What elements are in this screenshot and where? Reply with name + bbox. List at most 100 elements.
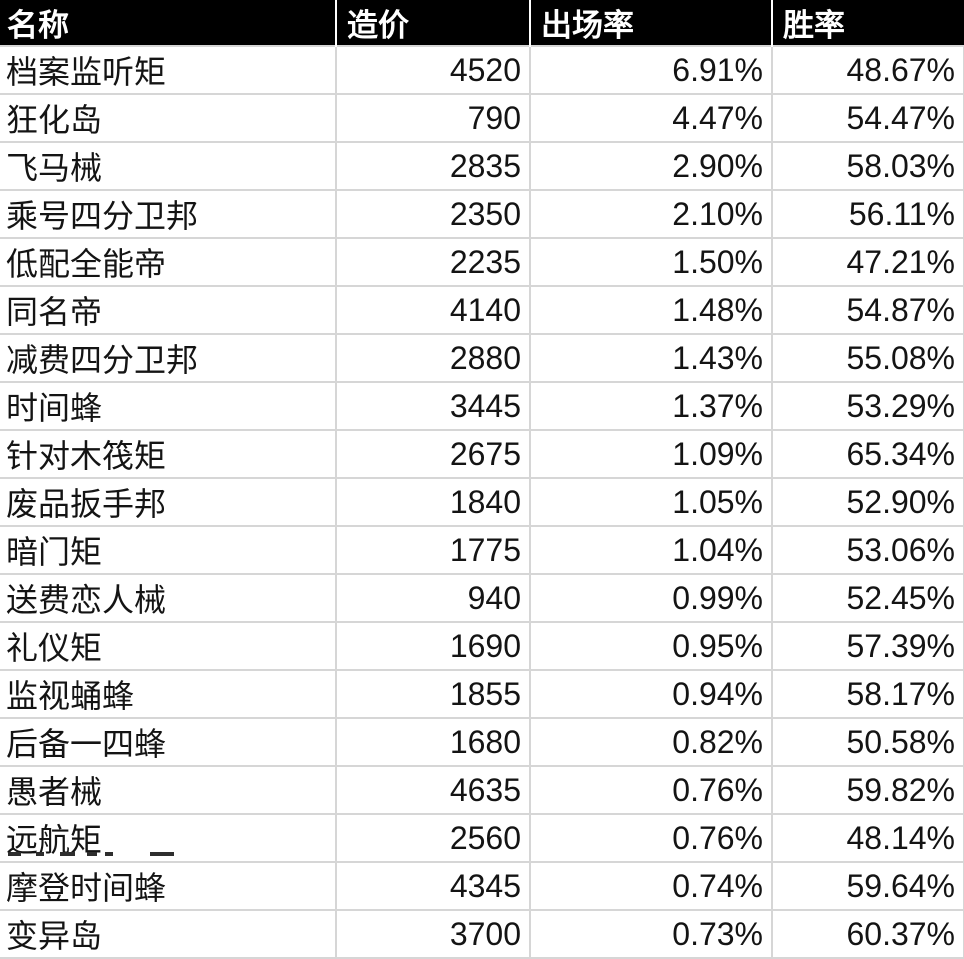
cell-win_rate: 55.08% — [771, 333, 964, 383]
table-row: 飞马械 2835 2.90% 58.03% — [0, 141, 964, 191]
cell-win_rate: 54.47% — [771, 93, 964, 143]
cell-name: 同名帝 — [0, 285, 337, 335]
table-row: 变异岛 3700 0.73% 60.37% — [0, 909, 964, 959]
cell-win_rate: 52.45% — [771, 573, 964, 623]
cell-win_rate: 58.17% — [771, 669, 964, 719]
cell-name: 暗门矩 — [0, 525, 337, 575]
cell-play_rate: 0.99% — [529, 573, 773, 623]
cell-name: 减费四分卫邦 — [0, 333, 337, 383]
table-row: 档案监听矩 4520 6.91% 48.67% — [0, 45, 964, 95]
cell-cost: 2835 — [335, 141, 531, 191]
cell-name: 摩登时间蜂 — [0, 861, 337, 911]
cell-win_rate: 53.29% — [771, 381, 964, 431]
cell-play_rate: 0.73% — [529, 909, 773, 959]
clipped-glyph — [8, 852, 21, 856]
table-header: 名称 造价 出场率 胜率 — [0, 0, 964, 46]
cell-win_rate: 65.34% — [771, 429, 964, 479]
cell-play_rate: 0.74% — [529, 861, 773, 911]
cell-name: 针对木筏矩 — [0, 429, 337, 479]
cell-name: 低配全能帝 — [0, 237, 337, 287]
cell-play_rate: 0.76% — [529, 765, 773, 815]
cell-win_rate: 60.37% — [771, 909, 964, 959]
cell-cost: 1775 — [335, 525, 531, 575]
table-body: 档案监听矩 4520 6.91% 48.67% 狂化岛 790 4.47% 54.47% 飞马械… — [0, 45, 964, 959]
cell-cost: 2880 — [335, 333, 531, 383]
clipped-glyph — [36, 852, 44, 856]
header-win-rate[interactable]: 胜率 — [771, 0, 964, 46]
cell-win_rate: 59.64% — [771, 861, 964, 911]
cell-play_rate: 1.37% — [529, 381, 773, 431]
cell-name: 废品扳手邦 — [0, 477, 337, 527]
partial-row — [0, 851, 964, 856]
table-row: 针对木筏矩 2675 1.09% 65.34% — [0, 429, 964, 479]
cell-play_rate: 0.95% — [529, 621, 773, 671]
table-row: 送费恋人械 940 0.99% 52.45% — [0, 573, 964, 623]
cell-cost: 1690 — [335, 621, 531, 671]
cell-win_rate: 52.90% — [771, 477, 964, 527]
cell-play_rate: 6.91% — [529, 45, 773, 95]
cell-cost: 4520 — [335, 45, 531, 95]
cell-cost: 940 — [335, 573, 531, 623]
table-row: 监视蛹蜂 1855 0.94% 58.17% — [0, 669, 964, 719]
table-row: 狂化岛 790 4.47% 54.47% — [0, 93, 964, 143]
cell-win_rate: 50.58% — [771, 717, 964, 767]
clipped-glyph — [60, 852, 75, 856]
cell-win_rate: 47.21% — [771, 237, 964, 287]
clipped-glyph — [87, 852, 97, 856]
table-row: 乘号四分卫邦 2350 2.10% 56.11% — [0, 189, 964, 239]
cell-name: 乘号四分卫邦 — [0, 189, 337, 239]
table-row: 同名帝 4140 1.48% 54.87% — [0, 285, 964, 335]
clipped-glyph — [150, 852, 174, 856]
cell-cost: 1840 — [335, 477, 531, 527]
header-name[interactable]: 名称 — [0, 0, 336, 46]
cell-play_rate: 1.50% — [529, 237, 773, 287]
header-row: 名称 造价 出场率 胜率 — [0, 0, 964, 46]
table-row: 礼仪矩 1690 0.95% 57.39% — [0, 621, 964, 671]
cell-name: 远航矩 — [0, 813, 337, 863]
cell-play_rate: 1.48% — [529, 285, 773, 335]
header-play-rate[interactable]: 出场率 — [529, 0, 772, 46]
cell-win_rate: 54.87% — [771, 285, 964, 335]
cell-play_rate: 1.09% — [529, 429, 773, 479]
cell-cost: 2675 — [335, 429, 531, 479]
cell-win_rate: 48.67% — [771, 45, 964, 95]
cell-name: 监视蛹蜂 — [0, 669, 337, 719]
cell-win_rate: 57.39% — [771, 621, 964, 671]
cell-cost: 790 — [335, 93, 531, 143]
cell-win_rate: 48.14% — [771, 813, 964, 863]
cell-play_rate: 0.82% — [529, 717, 773, 767]
table-row: 废品扳手邦 1840 1.05% 52.90% — [0, 477, 964, 527]
cell-play_rate: 1.04% — [529, 525, 773, 575]
cell-name: 愚者械 — [0, 765, 337, 815]
cell-win_rate: 53.06% — [771, 525, 964, 575]
cell-cost: 3445 — [335, 381, 531, 431]
cell-name: 变异岛 — [0, 909, 337, 959]
table-row: 摩登时间蜂 4345 0.74% 59.64% — [0, 861, 964, 911]
cell-name: 狂化岛 — [0, 93, 337, 143]
cell-name: 送费恋人械 — [0, 573, 337, 623]
header-cost[interactable]: 造价 — [335, 0, 530, 46]
cell-name: 礼仪矩 — [0, 621, 337, 671]
cell-cost: 1855 — [335, 669, 531, 719]
cell-cost: 1680 — [335, 717, 531, 767]
cell-play_rate: 0.76% — [529, 813, 773, 863]
cell-cost: 4345 — [335, 861, 531, 911]
cell-cost: 4140 — [335, 285, 531, 335]
cell-play_rate: 2.10% — [529, 189, 773, 239]
cell-name: 飞马械 — [0, 141, 337, 191]
cell-play_rate: 1.05% — [529, 477, 773, 527]
table-row: 低配全能帝 2235 1.50% 47.21% — [0, 237, 964, 287]
table-row: 时间蜂 3445 1.37% 53.29% — [0, 381, 964, 431]
table-row: 愚者械 4635 0.76% 59.82% — [0, 765, 964, 815]
table-row: 暗门矩 1775 1.04% 53.06% — [0, 525, 964, 575]
table-row: 后备一四蜂 1680 0.82% 50.58% — [0, 717, 964, 767]
cell-name: 时间蜂 — [0, 381, 337, 431]
clipped-glyph — [105, 852, 113, 856]
cell-cost: 2235 — [335, 237, 531, 287]
cell-win_rate: 59.82% — [771, 765, 964, 815]
cell-cost: 2350 — [335, 189, 531, 239]
cell-name: 档案监听矩 — [0, 45, 337, 95]
cell-play_rate: 1.43% — [529, 333, 773, 383]
cell-play_rate: 2.90% — [529, 141, 773, 191]
